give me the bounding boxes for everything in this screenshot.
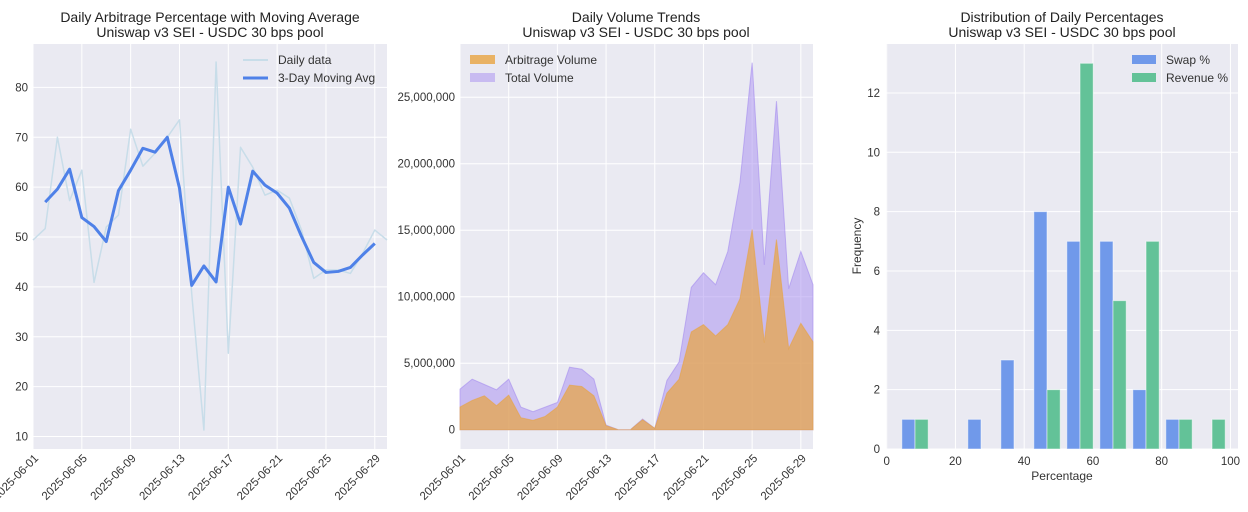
chart-title: Daily Arbitrage Percentage with Moving A… xyxy=(60,9,360,25)
x-tick-label: 2025-06-09 xyxy=(515,453,565,503)
y-tick-label: 15,000,000 xyxy=(397,225,455,237)
x-tick-label: 2025-06-09 xyxy=(89,453,139,503)
y-tick-label: 12 xyxy=(867,88,880,100)
chart-subtitle: Uniswap v3 SEI - USDC 30 bps pool xyxy=(522,24,749,40)
chart-arbitrage-percentage: Daily Arbitrage Percentage with Moving A… xyxy=(0,9,388,503)
x-tick-label: 2025-06-13 xyxy=(564,453,614,503)
y-tick-label: 20 xyxy=(15,382,28,394)
x-tick-label: 20 xyxy=(949,456,962,468)
revenue-bar xyxy=(1211,418,1226,450)
y-tick-label: 10 xyxy=(15,432,28,444)
legend-swatch-total xyxy=(470,73,495,82)
plot-area xyxy=(886,44,1238,449)
x-tick-label: 2025-06-17 xyxy=(613,453,663,503)
arbitrage-volume-area xyxy=(459,229,814,431)
legend: Arbitrage Volume Total Volume xyxy=(470,53,597,85)
revenue-bar xyxy=(1112,300,1127,450)
y-tick-label: 8 xyxy=(874,207,880,219)
moving-average-line xyxy=(44,135,376,287)
y-tick-label: 2 xyxy=(874,385,880,397)
legend-label: Daily data xyxy=(278,53,332,67)
x-tick-label: 2025-06-25 xyxy=(710,453,760,503)
x-tick-label: 2025-06-13 xyxy=(138,453,188,503)
y-tick-label: 0 xyxy=(874,444,880,456)
legend-swatch-revenue xyxy=(1132,73,1156,82)
y-tick-label: 60 xyxy=(15,182,28,194)
x-axis-label: Percentage xyxy=(1031,469,1093,483)
y-tick-label: 5,000,000 xyxy=(404,358,455,370)
revenue-bar xyxy=(1178,418,1193,450)
x-tick-label: 2025-06-25 xyxy=(284,453,334,503)
x-tick-label: 2025-06-21 xyxy=(235,453,285,503)
legend-label: Revenue % xyxy=(1166,71,1228,85)
y-tick-label: 10 xyxy=(867,147,880,159)
x-tick-label: 2025-06-05 xyxy=(40,453,90,503)
daily-data-line xyxy=(32,61,388,431)
chart-percentage-distribution: Distribution of Daily Percentages Uniswa… xyxy=(850,9,1240,483)
y-tick-label: 70 xyxy=(15,132,28,144)
y-tick-label: 6 xyxy=(874,266,880,278)
y-tick-label: 40 xyxy=(15,282,28,294)
revenue-bar xyxy=(1145,240,1160,450)
x-tick-label: 2025-06-01 xyxy=(418,453,468,503)
chart-title: Distribution of Daily Percentages xyxy=(960,9,1163,25)
legend-label: Swap % xyxy=(1166,53,1210,67)
swap-bar xyxy=(1165,418,1180,450)
legend: Daily data 3-Day Moving Avg xyxy=(243,53,375,85)
plot-content: 0 20 40 60 80 100 0 2 4 6 8 10 12 xyxy=(867,44,1240,468)
chart-subtitle: Uniswap v3 SEI - USDC 30 bps pool xyxy=(96,24,323,40)
x-tick-label: 100 xyxy=(1221,456,1240,468)
swap-bar xyxy=(967,418,982,450)
y-tick-label: 80 xyxy=(15,82,28,94)
legend-label: Arbitrage Volume xyxy=(505,53,597,67)
x-tick-label: 0 xyxy=(883,456,889,468)
chart-subtitle: Uniswap v3 SEI - USDC 30 bps pool xyxy=(948,24,1175,40)
y-axis-label: Frequency xyxy=(850,218,864,275)
revenue-bar xyxy=(1046,389,1061,450)
x-tick-label: 2025-06-05 xyxy=(467,453,517,503)
x-tick-label: 80 xyxy=(1155,456,1168,468)
legend-swatch-swap xyxy=(1132,55,1156,64)
chart-volume-trends: Daily Volume Trends Uniswap v3 SEI - USD… xyxy=(397,9,814,503)
y-tick-label: 20,000,000 xyxy=(397,159,455,171)
x-tick-label: 40 xyxy=(1018,456,1031,468)
x-tick-label: 2025-06-29 xyxy=(333,453,383,503)
swap-bar xyxy=(1099,240,1114,450)
swap-bar xyxy=(1033,211,1048,450)
y-tick-label: 50 xyxy=(15,232,28,244)
legend-swatch-arbitrage xyxy=(470,55,495,64)
legend-label: Total Volume xyxy=(505,71,574,85)
y-tick-label: 4 xyxy=(874,325,881,337)
revenue-bar xyxy=(1079,62,1094,450)
swap-bar xyxy=(1066,240,1081,450)
chart-title: Daily Volume Trends xyxy=(572,9,700,25)
swap-bar xyxy=(901,418,916,450)
y-tick-label: 30 xyxy=(15,332,28,344)
revenue-bar xyxy=(914,418,929,450)
x-tick-label: 2025-06-29 xyxy=(759,453,809,503)
x-tick-label: 2025-06-21 xyxy=(661,453,711,503)
swap-bar xyxy=(1000,359,1015,450)
legend: Swap % Revenue % xyxy=(1132,53,1228,85)
x-tick-label: 2025-06-01 xyxy=(0,453,41,503)
legend-label: 3-Day Moving Avg xyxy=(278,71,375,85)
x-tick-label: 2025-06-17 xyxy=(186,453,236,503)
swap-bar xyxy=(1132,389,1147,450)
y-tick-label: 10,000,000 xyxy=(397,292,455,304)
y-tick-label: 25,000,000 xyxy=(397,92,455,104)
y-tick-label: 0 xyxy=(449,425,455,437)
x-tick-label: 60 xyxy=(1087,456,1100,468)
